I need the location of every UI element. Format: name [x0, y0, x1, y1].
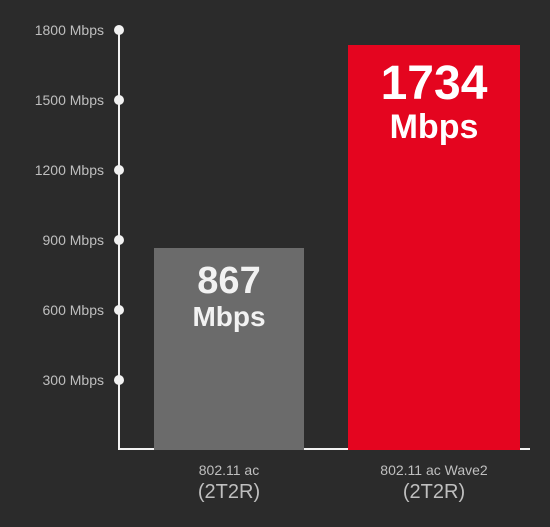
- x-category-line1: 802.11 ac Wave2: [348, 462, 520, 480]
- x-category-label: 802.11 ac(2T2R): [154, 462, 304, 505]
- y-tick-label: 900 Mbps: [43, 232, 118, 248]
- bar-80211ac: 867Mbps: [154, 248, 304, 450]
- bar-value-unit: Mbps: [154, 302, 304, 331]
- bar-value-label: 867Mbps: [154, 262, 304, 331]
- bar-value-unit: Mbps: [348, 110, 520, 146]
- y-tick-label: 600 Mbps: [43, 302, 118, 318]
- x-category-line2: (2T2R): [154, 480, 304, 505]
- y-tick-label: 300 Mbps: [43, 372, 118, 388]
- plot-area: 300 Mbps600 Mbps900 Mbps1200 Mbps1500 Mb…: [118, 30, 530, 450]
- x-category-line1: 802.11 ac: [154, 462, 304, 480]
- bar-value-number: 1734: [348, 59, 520, 109]
- bar-value-label: 1734Mbps: [348, 59, 520, 145]
- bar-value-number: 867: [154, 262, 304, 302]
- x-category-label: 802.11 ac Wave2(2T2R): [348, 462, 520, 505]
- y-tick-label: 1800 Mbps: [35, 22, 118, 38]
- bar-80211ac-wave2: 1734Mbps: [348, 45, 520, 450]
- y-tick-label: 1200 Mbps: [35, 162, 118, 178]
- wifi-speed-bar-chart: 300 Mbps 600 Mbps 900 Mbps 1200 Mbps 1500 Mb…: [0, 0, 550, 527]
- x-category-line2: (2T2R): [348, 480, 520, 505]
- y-tick-label: 1500 Mbps: [35, 92, 118, 108]
